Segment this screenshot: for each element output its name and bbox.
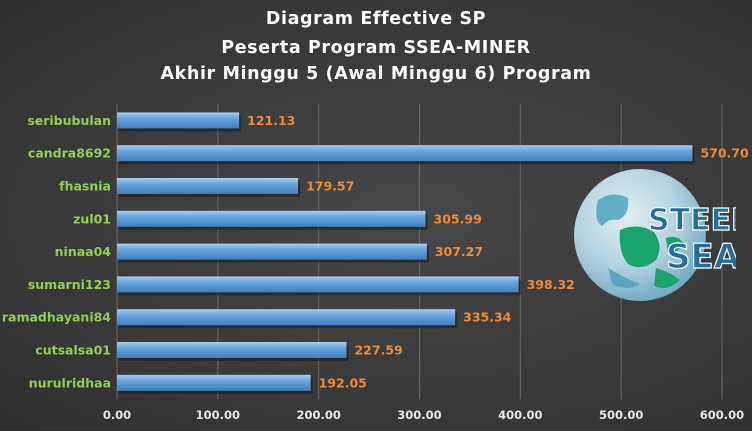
x-tick-label: 300.00 [397,408,441,422]
category-label: seribubulan [27,113,111,128]
value-label: 121.13 [247,113,295,128]
category-label: candra8692 [28,146,111,161]
bar-candra8692 [117,145,693,162]
bar-cutsalsa01 [117,342,347,358]
x-tick-label: 400.00 [498,408,542,422]
labels: 0.00 100.00 200.00 300.00 400.00 500.00 600.00… [2,113,749,422]
value-label: 307.27 [435,244,483,259]
logo-text-steem: STEEM [648,203,736,238]
category-label: nurulridhaa [29,375,111,390]
bar-ninaa04 [117,243,427,260]
x-tick-label: 100.00 [196,408,240,422]
value-label: 179.57 [306,179,354,194]
bar-fhasnia [117,178,299,194]
bar-zul01 [117,210,426,227]
category-label: cutsalsa01 [35,343,111,358]
x-tick-label: 600.00 [700,408,744,422]
value-label: 305.99 [434,211,482,226]
value-label: 227.59 [354,343,402,358]
category-label: zul01 [73,211,111,226]
steem-sea-logo: STEEM SEA [574,169,736,301]
globe-icon [574,169,706,301]
bar-nurulridhaa [117,374,311,391]
bars [117,112,695,394]
value-label: 570.70 [700,146,749,161]
value-label: 398.32 [527,277,575,292]
chart-title-line-1: Diagram Effective SP [265,9,487,29]
chart-title-line-2: Peserta Program SSEA-MINER [221,38,531,58]
bar-ramadhayani84 [117,309,456,326]
x-tick-label: 500.00 [599,408,643,422]
x-tick-label: 0.00 [103,408,131,422]
logo-text-sea: SEA [666,237,736,277]
value-label: 335.34 [463,310,512,325]
bar-sumarni123 [117,276,519,293]
category-label: sumarni123 [28,277,111,292]
value-label: 192.05 [319,375,367,390]
bar-seribubulan [117,112,240,129]
x-tick-label: 200.00 [296,408,340,422]
category-label: fhasnia [59,179,111,194]
chart-title-line-3: Akhir Minggu 5 (Awal Minggu 6) Program [160,64,592,84]
category-label: ninaa04 [55,244,112,259]
category-label: ramadhayani84 [2,310,111,325]
